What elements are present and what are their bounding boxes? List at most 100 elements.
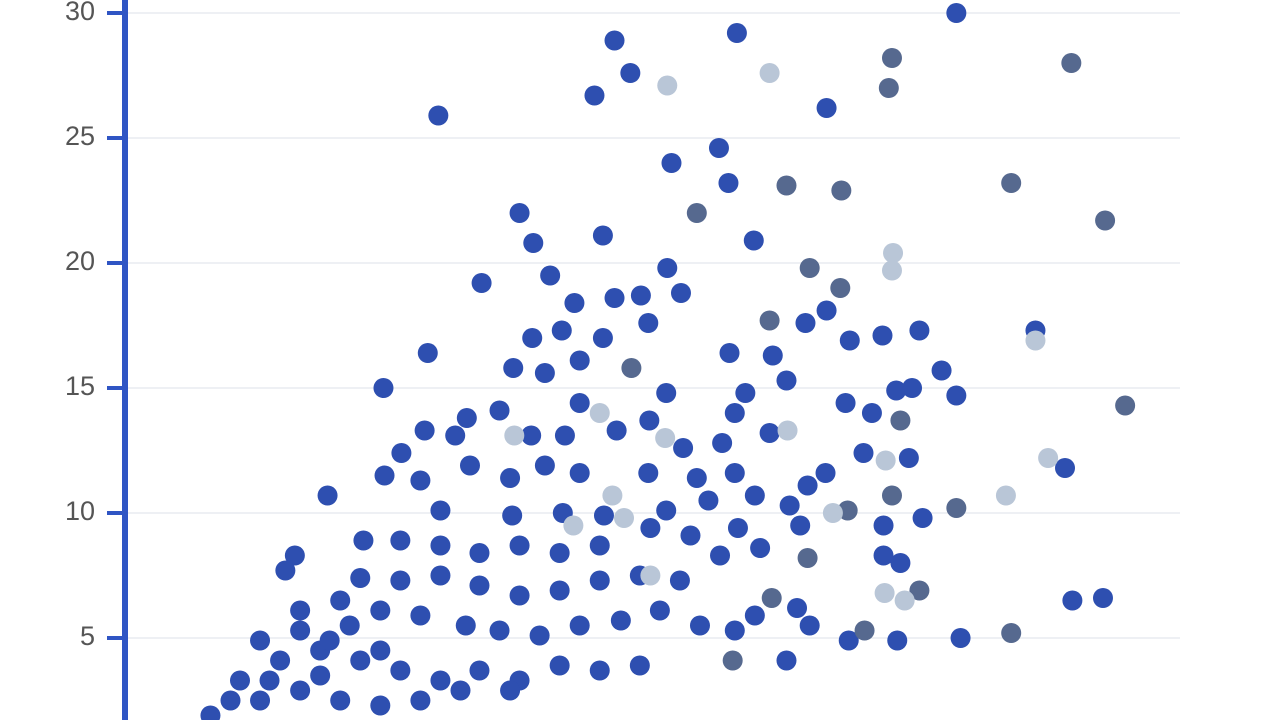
point	[259, 670, 280, 691]
point	[946, 3, 967, 23]
point	[762, 345, 783, 366]
point	[620, 63, 641, 83]
point	[661, 153, 682, 173]
point	[290, 600, 311, 621]
point	[630, 285, 651, 306]
point	[569, 350, 590, 371]
point	[469, 543, 490, 563]
point	[604, 30, 625, 51]
point	[469, 575, 490, 596]
y-tick-label: 15	[65, 371, 95, 401]
point	[428, 105, 449, 126]
point	[912, 508, 933, 528]
point	[1092, 588, 1113, 608]
point	[799, 615, 820, 636]
point	[689, 615, 710, 636]
point	[593, 505, 614, 526]
point	[838, 630, 859, 651]
point	[610, 610, 631, 631]
y-tick-label: 5	[80, 621, 95, 651]
point	[200, 705, 221, 720]
point	[883, 243, 904, 263]
point	[710, 545, 731, 566]
point	[430, 670, 451, 691]
point	[509, 535, 530, 556]
point	[878, 78, 899, 98]
point	[310, 665, 331, 686]
point	[350, 568, 371, 588]
point	[837, 500, 858, 521]
point	[353, 530, 374, 551]
point	[471, 273, 492, 293]
point	[592, 328, 613, 348]
y-tick-label: 25	[65, 121, 95, 151]
point	[815, 463, 836, 483]
point	[718, 173, 739, 193]
point	[450, 680, 471, 701]
point	[669, 570, 690, 591]
point	[469, 660, 490, 681]
point	[830, 278, 851, 298]
point	[549, 543, 570, 563]
point	[549, 580, 570, 601]
point	[1038, 448, 1059, 468]
point	[875, 450, 896, 471]
point	[853, 443, 874, 463]
point	[673, 438, 694, 458]
point	[522, 328, 543, 348]
point	[873, 515, 894, 536]
point	[290, 620, 311, 641]
y-tick-label: 30	[65, 0, 95, 26]
point	[946, 385, 967, 406]
point	[1055, 458, 1076, 478]
point	[886, 380, 907, 401]
point	[1095, 210, 1116, 231]
point	[564, 293, 585, 313]
point	[776, 370, 797, 391]
point	[569, 463, 590, 483]
point	[390, 660, 411, 681]
point	[1001, 623, 1022, 643]
point	[290, 680, 311, 701]
point	[1025, 330, 1046, 351]
point	[370, 640, 391, 661]
point	[639, 410, 660, 431]
point	[761, 588, 782, 608]
point	[489, 620, 510, 641]
point	[430, 565, 451, 586]
point	[950, 628, 971, 648]
point	[602, 485, 623, 506]
point	[554, 425, 575, 446]
point	[606, 420, 627, 441]
point	[614, 508, 635, 528]
point	[909, 580, 930, 601]
point	[569, 615, 590, 636]
point	[909, 320, 930, 341]
point	[374, 465, 395, 486]
point	[445, 425, 466, 446]
point	[455, 615, 476, 636]
point	[489, 400, 510, 421]
point	[743, 230, 764, 251]
point	[759, 63, 780, 83]
point	[874, 583, 895, 603]
point	[270, 650, 291, 671]
point	[330, 590, 351, 611]
point	[881, 260, 902, 281]
point	[894, 590, 915, 611]
point	[339, 615, 360, 636]
point	[708, 138, 729, 158]
point	[569, 393, 590, 413]
point	[604, 288, 625, 308]
point	[1115, 395, 1136, 416]
point	[500, 468, 521, 488]
point	[759, 423, 780, 443]
point	[638, 313, 659, 333]
point	[373, 378, 394, 398]
point	[503, 358, 524, 378]
point	[529, 625, 550, 646]
point	[698, 490, 719, 511]
point	[640, 518, 661, 538]
